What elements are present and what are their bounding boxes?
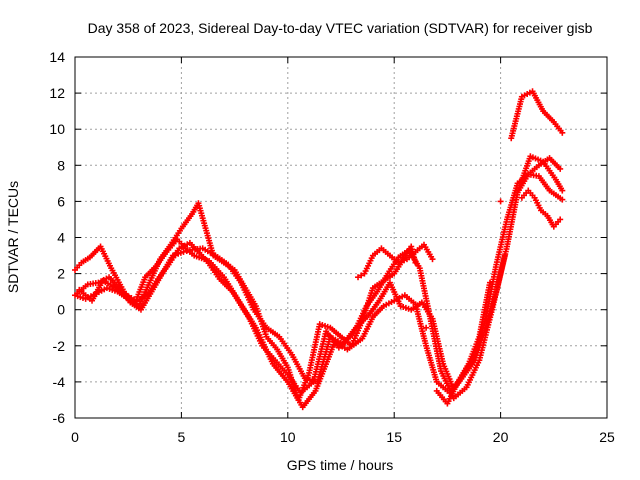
x-tick-label: 25 (599, 429, 615, 445)
data-point (180, 248, 187, 255)
data-point (557, 165, 564, 172)
data-point-interp (358, 272, 365, 279)
y-axis-ticks: -6 -4 -2 0 2 4 6 8 10 12 14 (49, 49, 607, 426)
x-axis-ticks: 0 5 10 15 20 25 (71, 57, 615, 445)
data-point (559, 187, 566, 194)
y-tick-label: -4 (53, 374, 66, 390)
y-tick-label: 2 (57, 266, 65, 282)
y-axis-label: SDTVAR / TECUs (5, 181, 21, 293)
y-tick-label: 4 (57, 230, 65, 246)
x-tick-label: 15 (386, 429, 402, 445)
grid-lines (75, 57, 607, 418)
data-point (559, 196, 566, 203)
data-point (429, 256, 436, 263)
x-tick-label: 0 (71, 429, 79, 445)
x-tick-label: 10 (280, 429, 296, 445)
data-point (497, 198, 504, 205)
data-point (557, 216, 564, 223)
y-tick-label: 10 (49, 121, 65, 137)
y-tick-label: -6 (53, 410, 66, 426)
data-point (355, 274, 362, 281)
y-tick-label: 8 (57, 157, 65, 173)
x-tick-label: 5 (178, 429, 186, 445)
data-point (559, 129, 566, 136)
data-points (72, 88, 566, 411)
y-tick-label: -2 (53, 338, 66, 354)
data-point (501, 252, 508, 259)
data-point-interp (183, 248, 190, 255)
x-axis-label: GPS time / hours (287, 457, 394, 473)
y-tick-label: 0 (57, 302, 65, 318)
data-point (423, 324, 430, 331)
y-tick-label: 12 (49, 85, 65, 101)
chart-title: Day 358 of 2023, Sidereal Day-to-day VTE… (88, 20, 593, 36)
x-tick-label: 20 (493, 429, 509, 445)
y-tick-label: 6 (57, 193, 65, 209)
y-tick-label: 14 (49, 49, 65, 65)
